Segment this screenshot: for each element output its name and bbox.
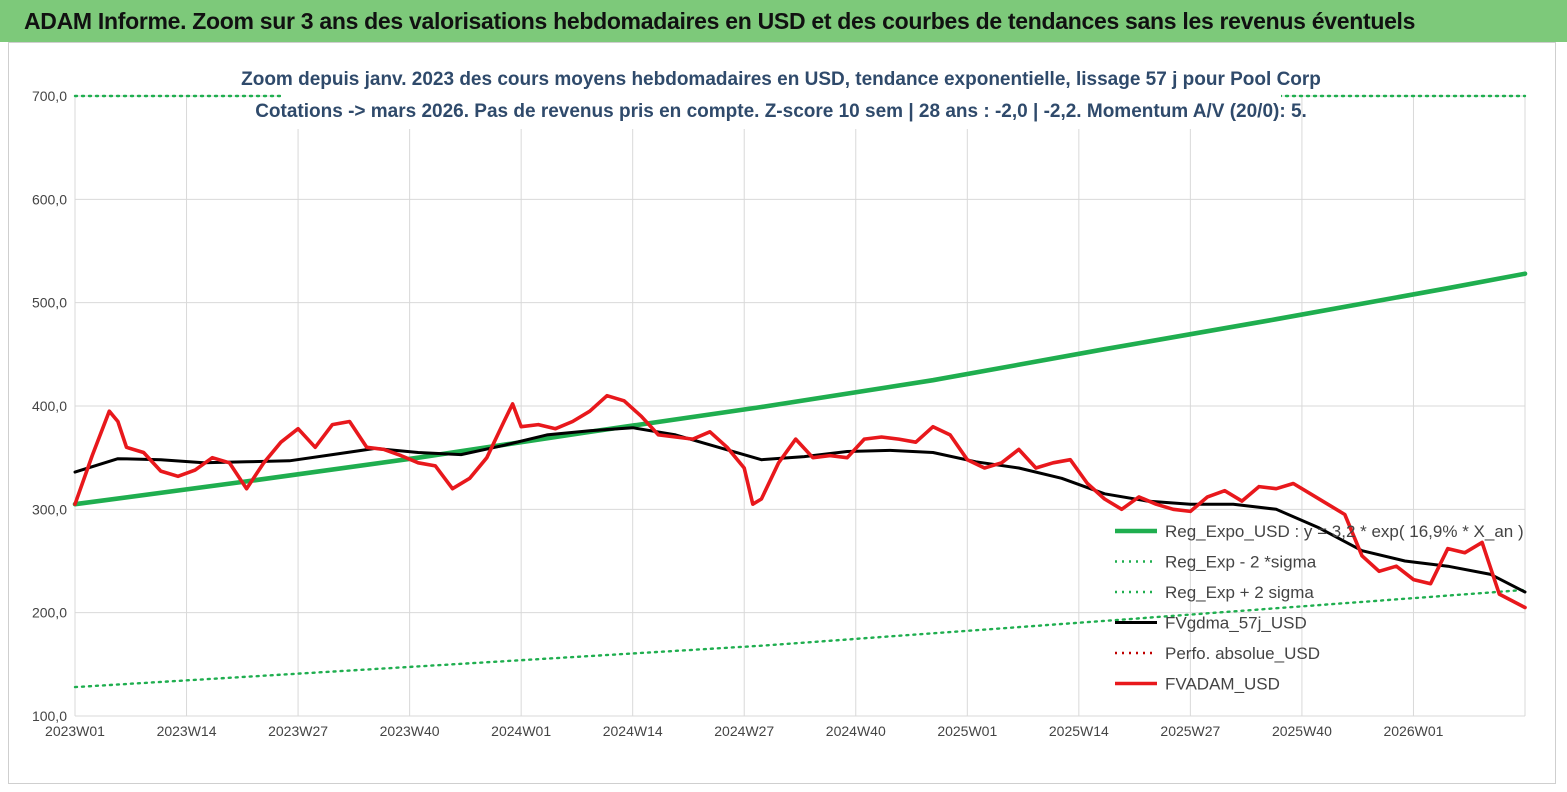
y-tick-label: 600,0 (32, 191, 67, 207)
legend-label: Reg_Expo_USD : y = 3,2 * exp( 16,9% * X_… (1165, 522, 1524, 541)
x-tick-label: 2025W40 (1272, 723, 1332, 739)
x-tick-label: 2025W14 (1049, 723, 1109, 739)
header-bar: ADAM Informe. Zoom sur 3 ans des valoris… (0, 0, 1567, 42)
legend-label: Reg_Exp - 2 *sigma (1165, 553, 1317, 572)
series-layer (72, 94, 1528, 689)
x-tick-label: 2023W01 (45, 723, 105, 739)
y-tick-label: 200,0 (32, 605, 67, 621)
series-line (73, 426, 1527, 594)
legend-label: Reg_Exp + 2 sigma (1165, 583, 1314, 602)
legend-label: Perfo. absolue_USD (1165, 644, 1320, 663)
x-tick-label: 2026W01 (1383, 723, 1443, 739)
gridlines (74, 95, 1526, 717)
x-tick-label: 2023W14 (157, 723, 217, 739)
y-tick-label: 700,0 (32, 88, 67, 104)
legend: Reg_Expo_USD : y = 3,2 * exp( 16,9% * X_… (1115, 522, 1524, 694)
series-line (73, 588, 1527, 689)
x-tick-label: 2024W14 (603, 723, 663, 739)
chart-title: Zoom depuis janv. 2023 des cours moyens … (241, 57, 1321, 129)
x-tick-label: 2024W27 (714, 723, 774, 739)
chart-area: 100,0 200,0 300,0 400,0 500,0 600,0 700,0 2023W… (8, 42, 1556, 784)
header-title: ADAM Informe. Zoom sur 3 ans des valoris… (24, 8, 1416, 34)
x-tick-label: 2025W27 (1160, 723, 1220, 739)
line-chart: 100,0 200,0 300,0 400,0 500,0 600,0 700,0 2023W… (32, 57, 1528, 739)
y-tick-label: 100,0 (32, 708, 67, 724)
series-line (73, 393, 1527, 610)
axis-labels: 100,0 200,0 300,0 400,0 500,0 600,0 700,0 2023W… (32, 88, 1444, 739)
chart-title-line1: Zoom depuis janv. 2023 des cours moyens … (241, 69, 1321, 90)
x-tick-label: 2023W27 (268, 723, 328, 739)
title-backdrop (281, 57, 1281, 129)
x-tick-label: 2024W40 (826, 723, 886, 739)
x-tick-label: 2024W01 (491, 723, 551, 739)
x-tick-label: 2023W40 (380, 723, 440, 739)
x-tick-label: 2025W01 (937, 723, 997, 739)
legend-label: FVgdma_57j_USD (1165, 614, 1307, 633)
y-tick-label: 400,0 (32, 398, 67, 414)
y-tick-label: 500,0 (32, 295, 67, 311)
series-line (72, 271, 1528, 507)
chart-title-line2: Cotations -> mars 2026. Pas de revenus p… (255, 101, 1307, 122)
y-tick-label: 300,0 (32, 501, 67, 517)
legend-label: FVADAM_USD (1165, 675, 1280, 694)
